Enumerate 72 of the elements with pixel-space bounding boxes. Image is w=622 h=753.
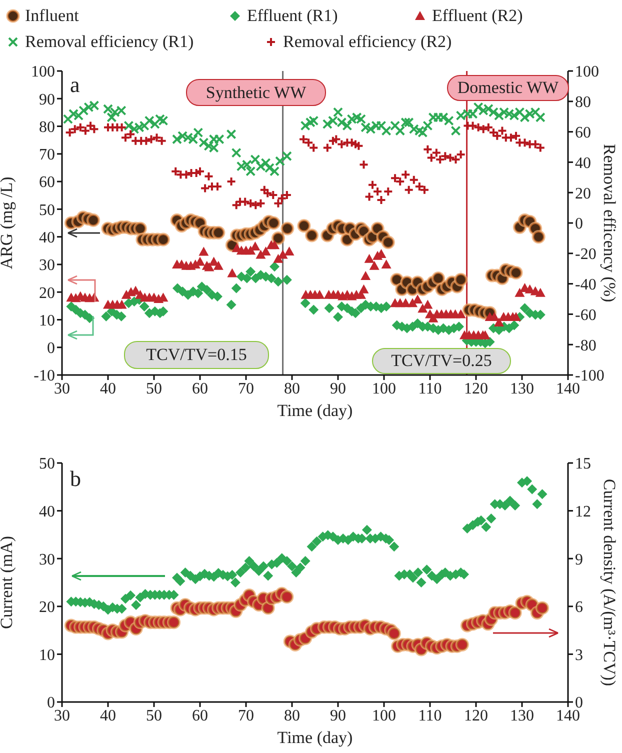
annotation: TCV/TV=0.15 [124, 341, 269, 369]
y2-tick-label: 40 [575, 154, 591, 172]
x-tick-label: 100 [372, 707, 396, 724]
legend-label: Effluent (R2) [432, 6, 523, 26]
x-axis-title: Time (day) [277, 728, 353, 747]
y-tick-label: 0 [47, 694, 55, 712]
annotation: b [70, 466, 81, 492]
y-tick-label: 40 [39, 230, 55, 246]
legend-label: Removal efficiency (R2) [283, 32, 452, 52]
y-tick-label: 30 [39, 551, 55, 568]
y2-tick-label: -80 [575, 337, 596, 354]
y-tick-label: 70 [39, 146, 55, 164]
y-tick-label: 20 [39, 284, 55, 302]
x-axis-title: Time (day) [277, 401, 353, 420]
y-tick-label: 10 [39, 646, 55, 664]
x-tick-label: 90 [330, 380, 346, 398]
legend-label: Influent [25, 6, 79, 26]
x-tick-label: 140 [556, 380, 580, 398]
y2-tick-label: 12 [575, 503, 591, 520]
y2-tick-label: -40 [575, 276, 596, 294]
x-tick-label: 80 [284, 380, 300, 398]
y2-tick-label: 60 [575, 124, 591, 142]
x-tick-label: 120 [464, 707, 488, 724]
x-tick-label: 110 [418, 707, 442, 724]
y-axis-title: Current (mA) [0, 536, 16, 630]
y2-tick-label: 6 [575, 599, 583, 616]
y-tick-label: 60 [39, 174, 55, 192]
annotation: Synthetic WW [186, 79, 326, 106]
y2-tick-label: -60 [575, 306, 596, 324]
x-tick-label: 130 [510, 380, 534, 398]
y-tick-label: 80 [39, 118, 55, 136]
x-tick-label: 60 [192, 707, 208, 724]
y2-tick-label: 15 [575, 456, 591, 473]
x-tick-label: 100 [372, 380, 396, 398]
y-tick-label: 10 [39, 312, 55, 330]
x-tick-label: 70 [238, 707, 254, 724]
annotation: Domestic WW [447, 75, 569, 101]
x-tick-label: 40 [100, 707, 116, 724]
y2-tick-label: 80 [575, 94, 591, 112]
x-tick-label: 130 [510, 707, 534, 724]
x-tick-label: 90 [330, 707, 346, 724]
y-tick-label: 30 [39, 257, 55, 274]
y-tick-label: 50 [39, 202, 55, 219]
y2-tick-label: 100 [575, 64, 599, 81]
y-axis-title: ARG (mg /L) [0, 176, 16, 270]
x-tick-label: 50 [146, 707, 162, 724]
y-tick-label: 40 [39, 503, 55, 520]
legend-label: Effluent (R1) [247, 6, 338, 26]
y2-tick-label: 9 [575, 551, 583, 568]
y-tick-label: -10 [34, 368, 55, 385]
annotation: TCV/TV=0.25 [372, 348, 511, 374]
x-tick-label: 140 [556, 707, 580, 724]
y2-axis-title: Current density (A/(m³·TCV)) [600, 478, 619, 686]
x-tick-label: 50 [146, 380, 162, 398]
x-tick-label: 70 [238, 380, 254, 398]
y2-axis-title: Removal efficency (%) [600, 144, 619, 302]
y-tick-label: 50 [39, 456, 55, 473]
x-tick-label: 120 [464, 380, 488, 398]
x-tick-label: 40 [100, 380, 116, 398]
annotation: a [70, 72, 80, 98]
x-tick-label: 60 [192, 380, 208, 398]
y-tick-label: 90 [39, 91, 55, 108]
y-tick-label: 100 [31, 64, 55, 81]
x-tick-label: 80 [284, 707, 300, 724]
legend-label: Removal efficiency (R1) [25, 32, 194, 52]
y-tick-label: 0 [47, 340, 55, 358]
y2-tick-label: -20 [575, 246, 596, 264]
y2-tick-label: 3 [575, 646, 583, 664]
y-tick-label: 20 [39, 599, 55, 616]
y2-tick-label: 0 [575, 216, 583, 233]
x-tick-label: 110 [418, 380, 442, 398]
y2-tick-label: 20 [575, 185, 591, 202]
